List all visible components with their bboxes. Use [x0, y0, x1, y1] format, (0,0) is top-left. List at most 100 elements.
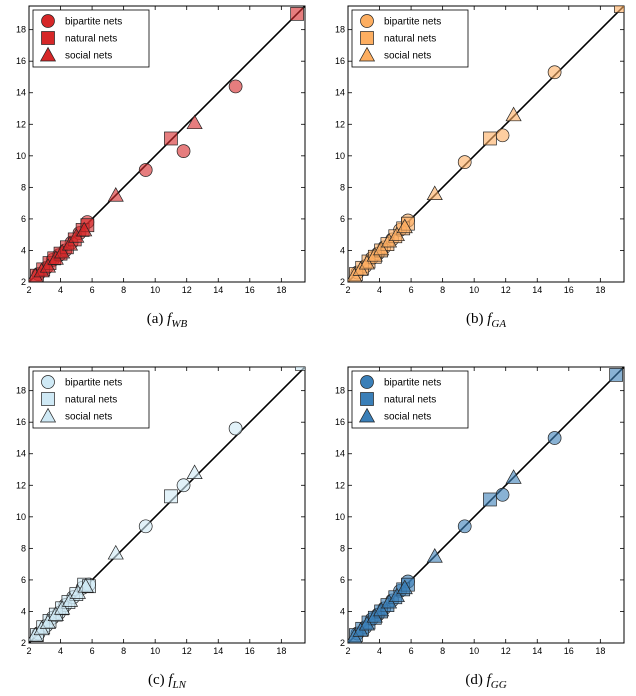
legend-square-marker [360, 31, 374, 45]
circle-point [176, 144, 191, 158]
caption-function: f [167, 311, 173, 327]
triangle-point [39, 614, 56, 629]
x-tick-label: 10 [469, 646, 479, 656]
x-tick-label: 6 [90, 285, 95, 295]
triangle-point [76, 221, 93, 237]
circle-point [495, 128, 510, 143]
x-tick-label: 6 [90, 646, 95, 656]
x-tick-label: 4 [377, 285, 382, 295]
y-tick-label: 12 [16, 119, 26, 129]
triangle-point [61, 235, 79, 251]
x-tick-label: 12 [501, 285, 511, 295]
caption-label: (b) [466, 311, 487, 327]
y-tick-label: 4 [340, 245, 345, 255]
legend-square-marker [360, 392, 374, 406]
x-tick-label: 2 [26, 285, 31, 295]
triangle-point [373, 240, 390, 256]
caption-label: (c) [148, 672, 168, 688]
plot-marks [348, 367, 624, 643]
triangle-point [426, 548, 443, 563]
y-tick-label: 18 [16, 25, 26, 35]
triangle-point [505, 469, 522, 484]
triangle-point [373, 601, 390, 617]
y-tick-label: 6 [21, 575, 26, 585]
legend-square-marker [41, 392, 55, 406]
x-tick-label: 14 [532, 646, 542, 656]
x-tick-label: 8 [121, 285, 126, 295]
triangle-point [426, 185, 443, 201]
legend-label: bipartite nets [384, 378, 441, 389]
x-tick-label: 4 [58, 646, 63, 656]
y-tick-label: 6 [340, 575, 345, 585]
circle-point [138, 519, 153, 534]
triangle-point [388, 226, 405, 242]
legend-label: bipartite nets [384, 17, 441, 28]
circle-point [457, 519, 472, 534]
y-tick-label: 16 [16, 56, 26, 66]
y-tick-label: 4 [21, 606, 26, 616]
x-tick-label: 16 [564, 646, 574, 656]
panel-caption: (b) fGA [466, 311, 506, 330]
x-tick-label: 16 [245, 646, 255, 656]
y-tick-label: 4 [21, 245, 26, 255]
x-tick-label: 12 [182, 646, 192, 656]
x-tick-label: 14 [213, 285, 223, 295]
square-point [294, 367, 305, 371]
y-tick-label: 10 [335, 151, 345, 161]
legend-label: natural nets [384, 34, 436, 45]
legend-label: natural nets [384, 395, 436, 406]
circle-point [176, 478, 191, 493]
y-tick-label: 12 [335, 119, 345, 129]
panel-caption: (c) fLN [148, 672, 187, 691]
plot-marks [348, 6, 624, 282]
x-tick-label: 12 [501, 646, 511, 656]
y-tick-label: 6 [21, 214, 26, 224]
circle-point [495, 487, 510, 502]
circle-point [547, 65, 562, 80]
square-point [483, 492, 497, 507]
square-point [609, 368, 623, 382]
y-tick-label: 18 [335, 386, 345, 396]
y-tick-label: 12 [16, 480, 26, 490]
y-tick-label: 4 [340, 606, 345, 616]
x-tick-label: 14 [532, 285, 542, 295]
panel-a: 2 4 6 8 10 12 14 16 18 2 4 6 8 10 12 14 16 18 bipartite ne… [16, 5, 306, 330]
legend-label: natural nets [65, 395, 117, 406]
circle-point [228, 79, 243, 94]
caption-function: f [487, 672, 493, 688]
y-tick-label: 2 [21, 638, 26, 648]
circle-point [138, 163, 153, 177]
x-tick-label: 4 [58, 285, 63, 295]
x-tick-label: 2 [345, 646, 350, 656]
y-tick-label: 12 [335, 480, 345, 490]
plot-marks [29, 6, 305, 282]
caption-label: (a) [147, 311, 167, 327]
y-tick-label: 14 [335, 449, 345, 459]
legend-circle-marker [41, 14, 55, 28]
x-tick-label: 4 [377, 646, 382, 656]
legend-label: social nets [65, 412, 112, 423]
x-tick-label: 18 [595, 285, 605, 295]
y-tick-label: 16 [335, 56, 345, 66]
legend-triangle-marker [39, 46, 57, 62]
panel-c: 2 4 6 8 10 12 14 16 18 2 4 6 8 10 12 14 16 18 bipartite ne… [16, 366, 306, 691]
square-point [164, 489, 178, 504]
triangle-point [186, 114, 203, 130]
triangle-point [396, 579, 413, 595]
x-tick-label: 10 [469, 285, 479, 295]
x-tick-label: 18 [276, 285, 286, 295]
x-tick-label: 8 [121, 646, 126, 656]
triangle-point [388, 587, 405, 603]
x-tick-label: 10 [150, 285, 160, 295]
legend-circle-marker [41, 375, 55, 389]
caption-subscript: WB [171, 318, 187, 330]
circle-point [547, 431, 562, 445]
x-tick-label: 16 [245, 285, 255, 295]
legend: bipartite nets natural nets social nets [351, 9, 469, 68]
triangle-point [505, 106, 522, 122]
x-tick-label: 8 [440, 285, 445, 295]
caption-function: f [168, 672, 174, 688]
triangle-point [54, 243, 71, 259]
legend-label: bipartite nets [65, 17, 122, 28]
